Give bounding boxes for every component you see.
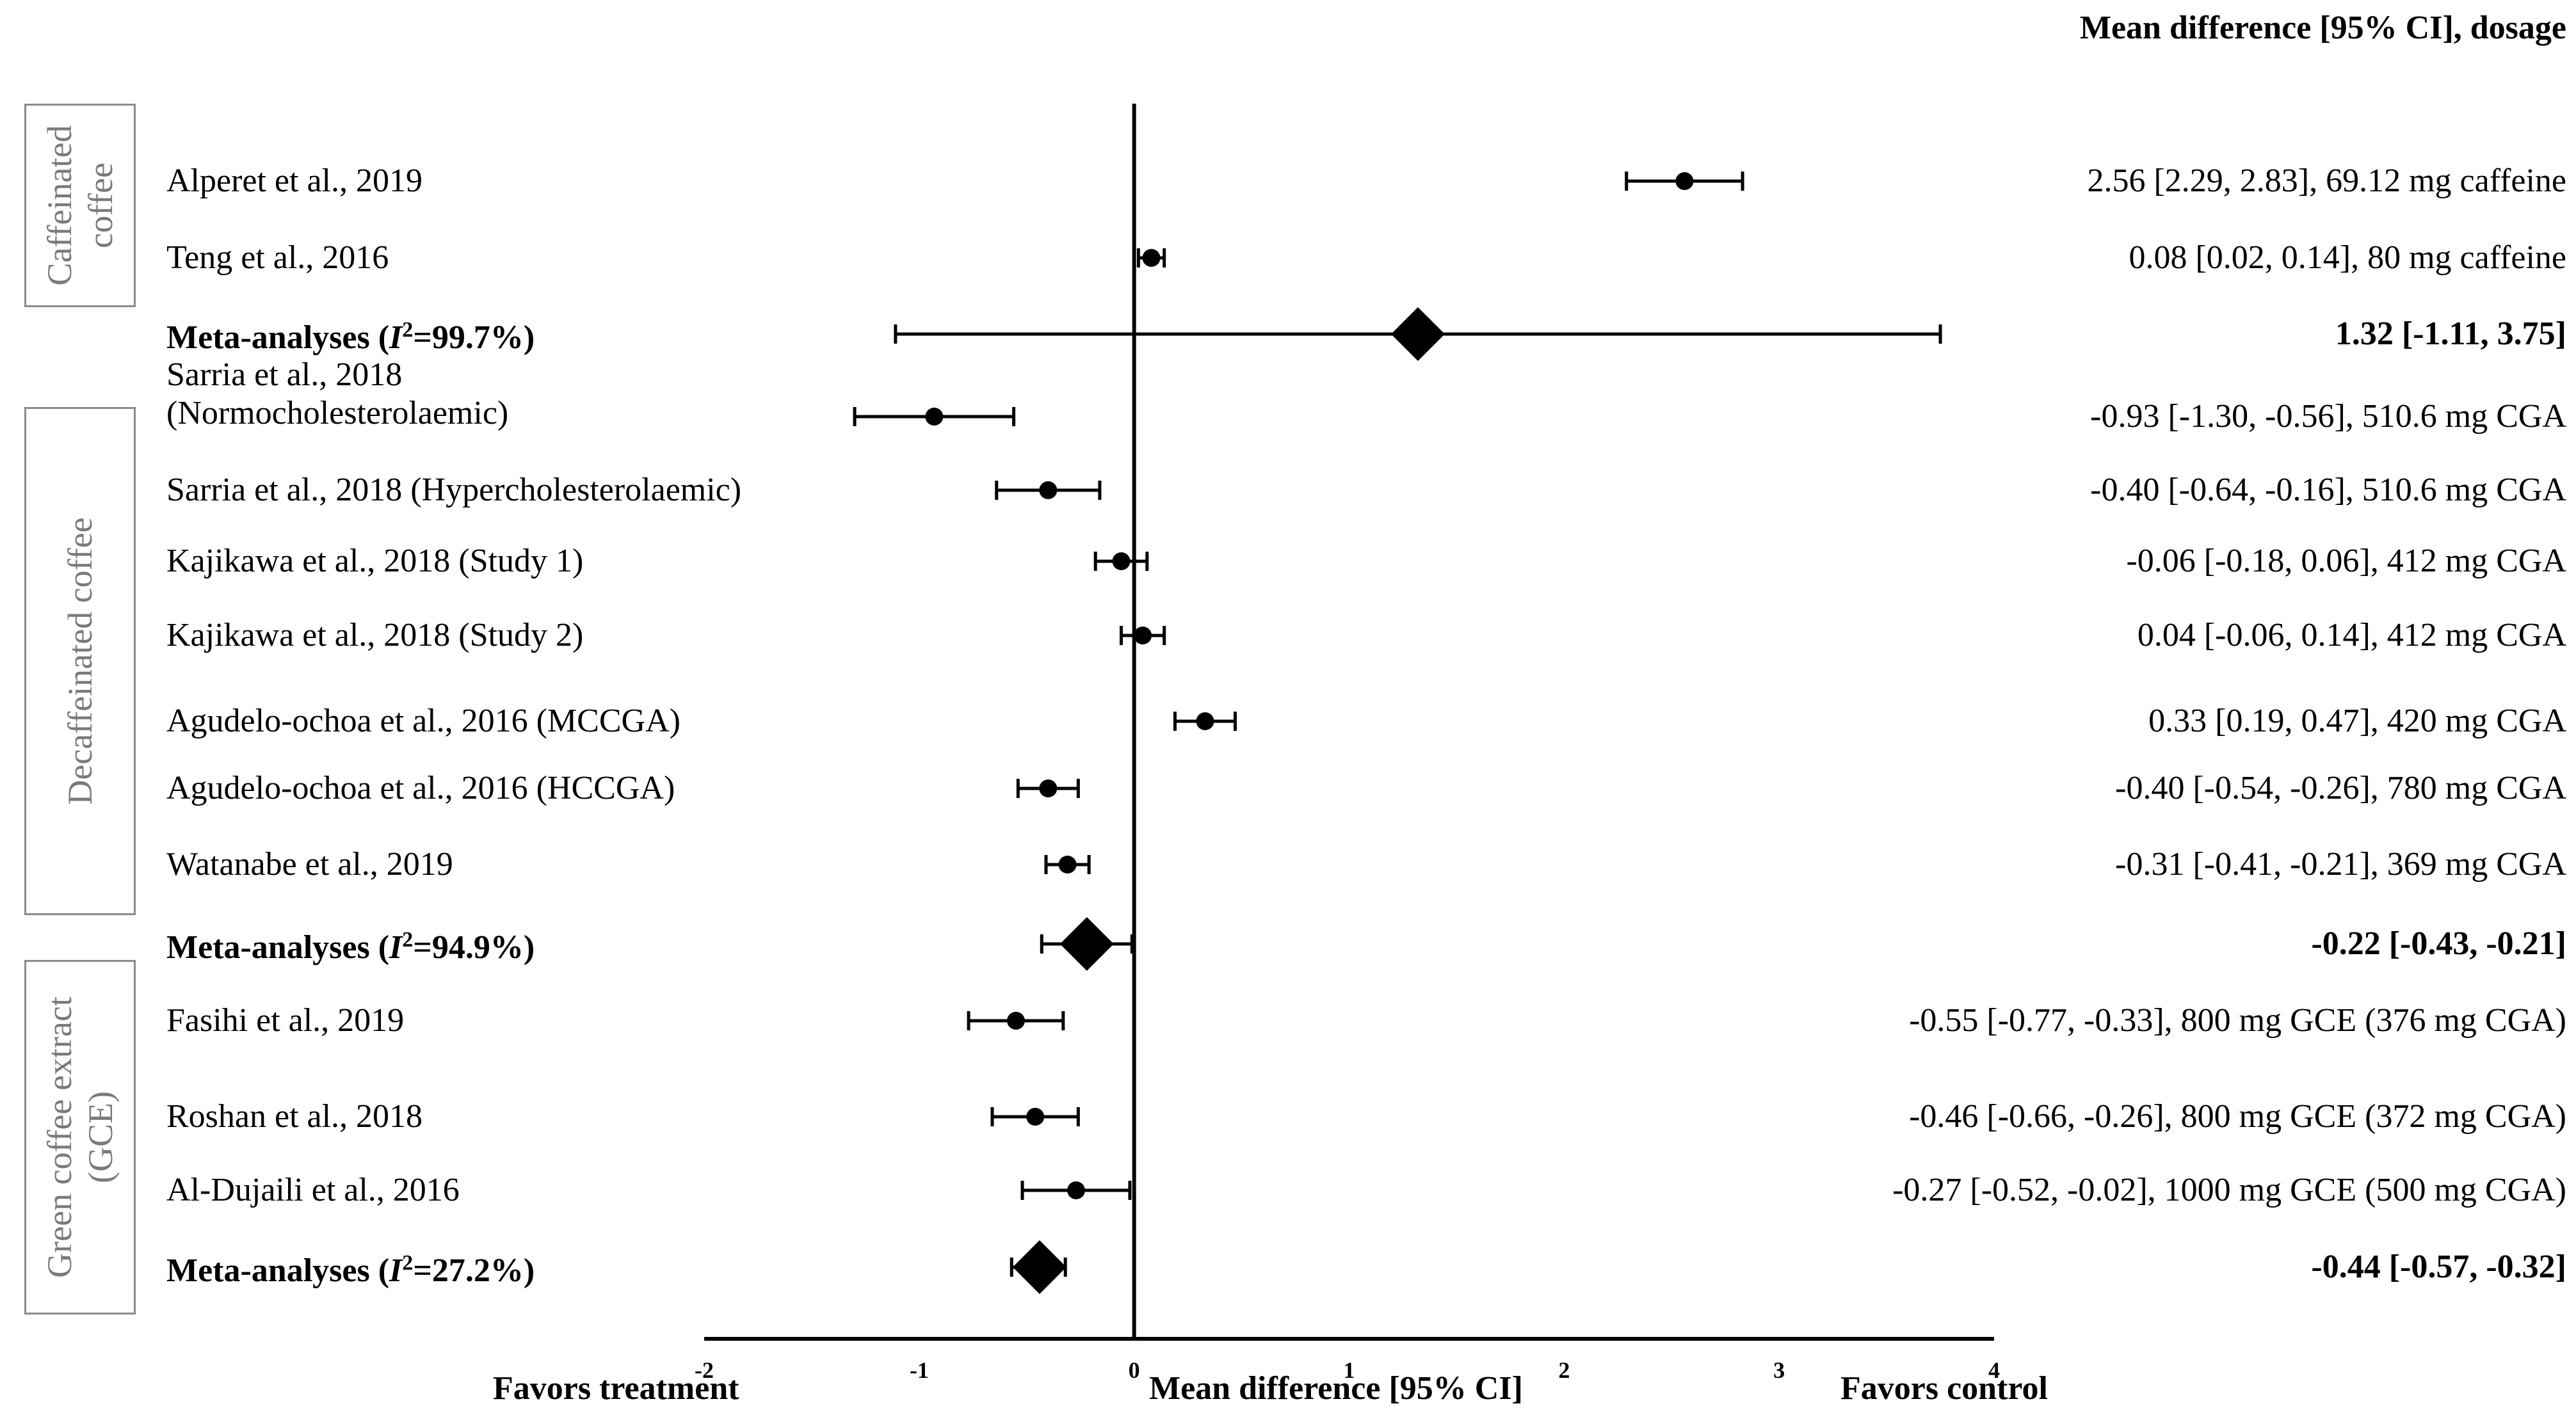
study-point-estimate (1067, 1181, 1085, 1199)
study-result: -0.06 [-0.18, 0.06], 412 mg CGA (2126, 543, 2566, 579)
study-point-estimate (925, 408, 944, 426)
x-tick-label: 3 (1773, 1357, 1785, 1383)
study-result: 0.08 [0.02, 0.14], 80 mg caffeine (2129, 239, 2566, 276)
study-result: -0.93 [-1.30, -0.56], 510.6 mg CGA (2090, 398, 2566, 435)
meta-analysis-result: -0.44 [-0.57, -0.32] (2311, 1249, 2566, 1285)
study-label: Teng et al., 2016 (166, 239, 389, 276)
meta-analysis-label: Meta-analyses (I2=94.9%) (166, 927, 535, 966)
pooled-estimate-diamond (1390, 307, 1445, 361)
group-box-green-coffee: Green coffee extract (GCE) (24, 960, 136, 1314)
study-result: -0.40 [-0.64, -0.16], 510.6 mg CGA (2090, 472, 2566, 508)
study-label: Sarria et al., 2018 (Hypercholesterolaem… (166, 472, 742, 508)
meta-analysis-label: Meta-analyses (I2=99.7%) (166, 317, 535, 356)
study-point-estimate (1058, 856, 1077, 874)
x-axis-title: Mean difference [95% CI] (1149, 1370, 1523, 1407)
study-label: Alperet et al., 2019 (166, 163, 423, 199)
study-label: Kajikawa et al., 2018 (Study 1) (166, 543, 584, 579)
study-point-estimate (1006, 1012, 1025, 1030)
study-point-estimate (1196, 712, 1214, 730)
study-result: 0.04 [-0.06, 0.14], 412 mg CGA (2137, 617, 2566, 653)
study-result: -0.31 [-0.41, -0.21], 369 mg CGA (2115, 846, 2566, 883)
meta-analysis-result: -0.22 [-0.43, -0.21] (2311, 925, 2566, 962)
study-label: Fasihi et al., 2019 (166, 1002, 405, 1039)
study-point-estimate (1675, 172, 1694, 190)
pooled-estimate-diamond (1012, 1240, 1067, 1294)
study-point-estimate (1039, 779, 1058, 797)
group-box-decaffeinated: Decaffeinated coffee (24, 407, 136, 915)
x-tick-label: -2 (695, 1357, 714, 1383)
meta-analysis-result: 1.32 [-1.11, 3.75] (2335, 316, 2566, 352)
study-result: 0.33 [0.19, 0.47], 420 mg CGA (2148, 703, 2566, 739)
favors-control-label: Favors control (1840, 1370, 2048, 1407)
study-result: 2.56 [2.29, 2.83], 69.12 mg caffeine (2087, 163, 2566, 199)
study-result: -0.55 [-0.77, -0.33], 800 mg GCE (376 mg… (1909, 1002, 2566, 1039)
study-point-estimate (1134, 627, 1152, 644)
study-point-estimate (1026, 1108, 1045, 1126)
study-point-estimate (1142, 249, 1161, 267)
pooled-estimate-diamond (1059, 917, 1114, 971)
result-column-header: Mean difference [95% CI], dosage (2079, 10, 2566, 46)
study-result: -0.27 [-0.52, -0.02], 1000 mg GCE (500 m… (1892, 1172, 2566, 1208)
x-tick-label: 1 (1344, 1357, 1355, 1383)
study-label: Watanabe et al., 2019 (166, 846, 453, 883)
study-point-estimate (1112, 552, 1131, 570)
study-label: Al-Dujaili et al., 2016 (166, 1172, 460, 1208)
study-label: Kajikawa et al., 2018 (Study 2) (166, 617, 584, 653)
meta-analysis-label: Meta-analyses (I2=27.2%) (166, 1250, 535, 1290)
study-result: -0.46 [-0.66, -0.26], 800 mg GCE (372 mg… (1909, 1098, 2566, 1135)
x-tick-label: 0 (1129, 1357, 1140, 1383)
group-box-caffeinated: Caffeinated coffee (24, 104, 136, 307)
study-label: Agudelo-ochoa et al., 2016 (MCCGA) (166, 703, 680, 739)
x-tick-label: 4 (1988, 1357, 2000, 1383)
study-label: Agudelo-ochoa et al., 2016 (HCCGA) (166, 770, 675, 806)
study-label: Roshan et al., 2018 (166, 1098, 423, 1135)
x-tick-label: 2 (1558, 1357, 1570, 1383)
favors-treatment-label: Favors treatment (493, 1370, 739, 1407)
x-tick-label: -1 (910, 1357, 929, 1383)
study-label: Sarria et al., 2018 (Normocholesterolaemi… (166, 356, 509, 431)
study-point-estimate (1039, 481, 1058, 499)
study-result: -0.40 [-0.54, -0.26], 780 mg CGA (2115, 770, 2566, 806)
